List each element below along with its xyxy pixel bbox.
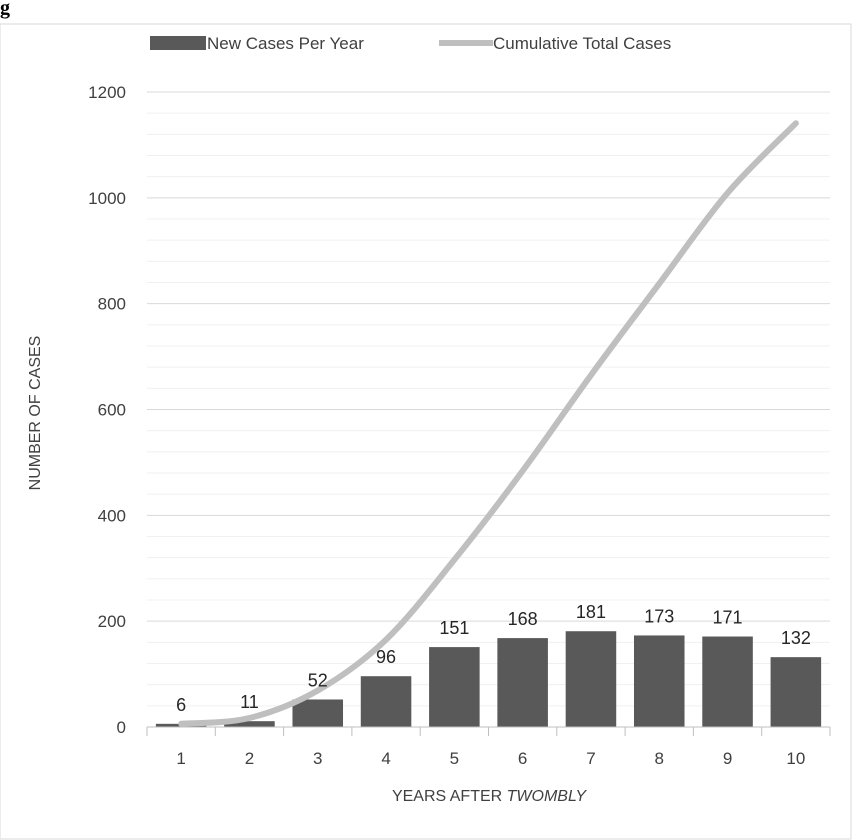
bar — [292, 699, 344, 727]
major-gridlines — [147, 91, 830, 622]
bar-data-label: 96 — [376, 647, 396, 667]
legend-swatch-new-cases — [150, 36, 206, 50]
y-axis-title: NUMBER OF CASES — [27, 336, 44, 491]
y-tick-label: 600 — [98, 401, 126, 420]
x-tick-label: 3 — [313, 749, 322, 768]
bar — [633, 635, 685, 727]
x-axis: 1 2 3 4 5 6 7 8 9 10 — [146, 726, 831, 768]
bar — [497, 638, 548, 727]
x-tick-label: 9 — [723, 749, 732, 768]
bar-data-label: 151 — [439, 618, 469, 638]
x-tick-label: 1 — [176, 749, 185, 768]
x-tick-label: 2 — [245, 749, 254, 768]
x-tick-label: 8 — [655, 749, 664, 768]
x-tick-label: 6 — [518, 749, 527, 768]
bar-data-labels: 6 11 52 96 151 168 181 173 171 132 — [176, 602, 811, 715]
bar-data-label: 173 — [644, 606, 674, 626]
y-axis-ticks: 0 200 400 600 800 1000 1200 — [88, 83, 126, 737]
y-tick-label: 1000 — [88, 189, 126, 208]
x-tick-label: 7 — [586, 749, 595, 768]
bar — [702, 636, 753, 727]
bar — [770, 657, 822, 727]
x-axis-title-prefix: YEARS AFTER — [392, 788, 507, 805]
x-tick-label: 10 — [786, 749, 805, 768]
bar-data-label: 171 — [713, 608, 743, 628]
figure-caption: g — [0, 0, 10, 19]
bar-data-label: 132 — [781, 628, 811, 648]
bar — [565, 631, 617, 727]
bar-data-label: 52 — [308, 670, 328, 690]
y-tick-label: 1200 — [88, 83, 126, 102]
line-series-cumulative — [178, 120, 799, 727]
y-tick-label: 800 — [98, 295, 126, 314]
bar-data-label: 181 — [576, 602, 606, 622]
y-tick-label: 200 — [98, 612, 126, 631]
x-axis-title: YEARS AFTER TWOMBLY — [392, 788, 587, 805]
bar-data-label: 6 — [176, 695, 186, 715]
bar — [429, 647, 480, 727]
legend-label-cumulative: Cumulative Total Cases — [493, 34, 671, 53]
bar — [224, 721, 275, 727]
bar-data-label: 168 — [508, 609, 538, 629]
x-tick-label: 4 — [381, 749, 390, 768]
cumulative-line — [178, 120, 799, 727]
legend-label-new-cases: New Cases Per Year — [207, 34, 364, 53]
x-tick-label: 5 — [450, 749, 459, 768]
y-tick-label: 400 — [98, 506, 126, 525]
legend: New Cases Per Year Cumulative Total Case… — [150, 34, 671, 53]
y-tick-label: 0 — [117, 718, 126, 737]
x-axis-title-emphasis: TWOMBLY — [507, 788, 588, 805]
bar — [360, 676, 412, 727]
bar-data-label: 11 — [240, 692, 259, 712]
